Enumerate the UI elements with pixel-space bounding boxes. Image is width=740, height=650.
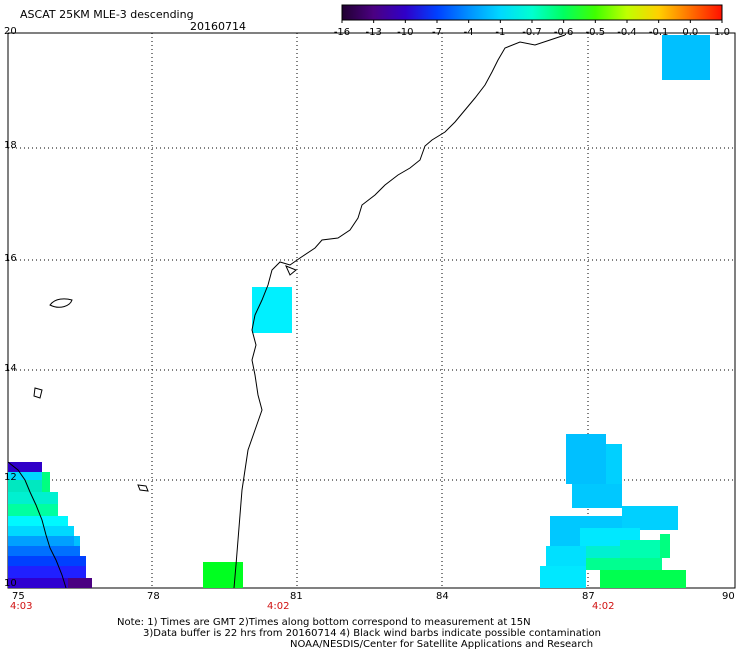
map-frame (7, 32, 736, 589)
note-line-1: Note: 1) Times are GMT 2)Times along bot… (117, 617, 531, 628)
pass-time-label: 4:02 (267, 601, 290, 612)
colorbar-label: -1 (495, 27, 506, 38)
wind-cell (572, 484, 622, 508)
lon-tick-78: 78 (147, 591, 160, 602)
grid-lines (8, 33, 735, 588)
wind-cell (8, 526, 74, 536)
wind-cell (8, 556, 86, 566)
wind-cell (8, 516, 68, 526)
colorbar-label: -0.4 (617, 27, 637, 38)
wind-cell (8, 578, 68, 588)
note-line-2: 3)Data buffer is 22 hrs from 20160714 4)… (143, 628, 601, 639)
pass-time-label: 4:02 (592, 601, 615, 612)
wind-cell (8, 480, 42, 492)
colorbar-label: -4 (463, 27, 474, 38)
coastline-india-east (233, 34, 566, 589)
note-line-3: NOAA/NESDIS/Center for Satellite Applica… (290, 639, 594, 650)
wind-cell (620, 540, 660, 558)
wind-cell (600, 570, 686, 588)
wind-cell (586, 558, 662, 570)
lat-tick-14: 14 (4, 363, 17, 374)
product-date: 20160714 (190, 20, 246, 33)
island (285, 265, 297, 276)
wind-cell (8, 462, 42, 472)
wind-cell (203, 562, 243, 588)
colorbar-label: -0.5 (585, 27, 606, 38)
colorbar-label: -0.6 (553, 27, 574, 38)
wind-cell (546, 546, 586, 566)
wind-cell (68, 578, 92, 588)
colorbar-label: 1.0 (714, 27, 730, 38)
wind-cell (8, 566, 86, 578)
lon-tick-81: 81 (290, 591, 303, 602)
lat-tick-16: 16 (4, 253, 17, 264)
wind-cell (8, 504, 58, 516)
colorbar-label: -16 (333, 27, 351, 38)
lon-tick-84: 84 (436, 591, 449, 602)
wind-cell (8, 536, 74, 546)
wind-cell (660, 534, 670, 558)
colorbar-label: 0.0 (682, 27, 699, 38)
lat-tick-12: 12 (4, 472, 17, 483)
lon-tick-90: 90 (722, 591, 735, 602)
colorbar-label: -0.7 (522, 27, 542, 38)
island (33, 387, 43, 399)
colorbar-gradient (341, 4, 723, 21)
island (137, 484, 149, 492)
wind-cell (74, 536, 80, 546)
lon-tick-87: 87 (582, 591, 595, 602)
colorbar-label: -13 (365, 27, 382, 38)
colorbar-label: -10 (397, 27, 414, 38)
wind-cell (566, 434, 606, 484)
colorbar (341, 4, 723, 23)
wind-cell (252, 287, 292, 333)
coastline (7, 34, 566, 589)
wind-cell (34, 472, 42, 480)
pass-time-label: 4:03 (10, 601, 33, 612)
wind-cell (622, 506, 678, 530)
wind-cell (8, 472, 34, 480)
wind-cell (662, 35, 710, 80)
wind-cell (540, 566, 586, 588)
colorbar-label: -0.1 (648, 27, 669, 38)
wind-cell (42, 472, 50, 492)
lon-tick-75: 75 (12, 591, 25, 602)
island (49, 298, 73, 308)
lat-tick-20: 20 (4, 26, 17, 37)
coastline-southwest (7, 461, 67, 589)
wind-data-cells (8, 35, 710, 588)
product-title: ASCAT 25KM MLE-3 descending (20, 8, 194, 21)
lat-tick-10: 10 (4, 578, 17, 589)
colorbar-label: -7 (432, 27, 442, 38)
lat-tick-18: 18 (4, 140, 17, 151)
wind-cell (8, 546, 80, 556)
